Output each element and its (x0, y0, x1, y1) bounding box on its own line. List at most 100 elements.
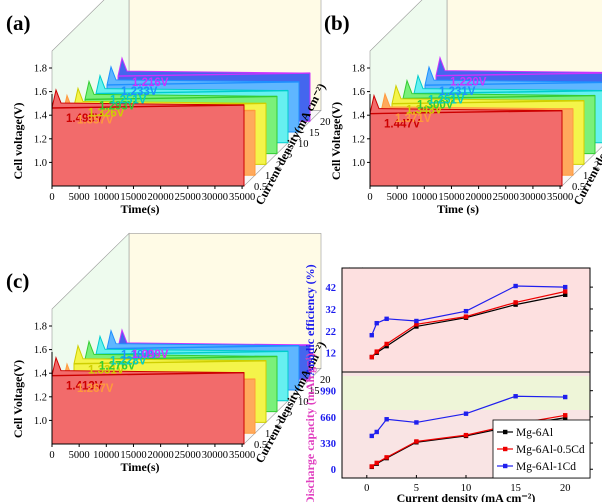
y-tick: 1.6 (34, 87, 47, 98)
voltage-label-20: 1.216V (132, 77, 169, 89)
voltage-line-5 (84, 95, 278, 101)
z-tick: 10 (298, 397, 309, 408)
x-axis-label: Time(s) (120, 202, 159, 216)
z-tick: 20 (320, 117, 331, 128)
voltage-label-0.5: 1.413V (66, 381, 103, 393)
efficiency-y-tick: 42 (326, 283, 337, 294)
efficiency-y-tick: 22 (326, 327, 337, 338)
capacity-point (563, 415, 568, 420)
z-tick: 20 (320, 375, 331, 386)
voltage-curve-0.5 (51, 88, 245, 187)
panel-label: (c) (6, 269, 29, 293)
capacity-point (414, 420, 419, 425)
panel-label: (a) (6, 11, 31, 35)
x-tick: 30000 (202, 192, 228, 203)
x-tick: 20000 (147, 192, 173, 203)
efficiency-point (414, 322, 419, 327)
efficiency-point (384, 316, 389, 322)
efficiency-point (513, 283, 518, 289)
capacity-axis-label: Discharge capacity (mAh g⁻¹) (303, 353, 317, 502)
y-tick: 1.4 (34, 369, 48, 380)
capacity-point (463, 411, 469, 416)
voltage-label-20: 1.099V (132, 349, 169, 361)
voltage-line-15 (424, 81, 602, 86)
voltage-line-0.5 (369, 109, 563, 115)
efficiency-point (463, 314, 469, 319)
z-tick: 15 (309, 128, 320, 139)
voltage-label-20: 1.220V (450, 77, 487, 89)
voltage-line-15 (106, 344, 300, 350)
voltage-label-10: 1.228V (110, 355, 147, 367)
y-tick: 1.2 (34, 134, 47, 145)
voltage-label-0.5: 1.447V (384, 119, 421, 131)
voltage-line-5 (402, 94, 596, 100)
y-tick: 1.0 (34, 416, 47, 427)
capacity-point (384, 417, 389, 422)
x-tick: 15000 (120, 450, 146, 461)
voltage-label-0.5: 1.495V (66, 113, 103, 125)
x-axis-label: Time (s) (437, 202, 479, 216)
x-tick: 5000 (69, 192, 90, 203)
x-tick: 25000 (175, 192, 201, 203)
capacity-point (374, 460, 379, 466)
voltage-label-1: 1.371V (395, 113, 432, 125)
efficiency-axis-label: Anodic efficiency (%) (303, 264, 317, 375)
capacity-point (369, 464, 374, 469)
y-tick: 1.4 (352, 111, 366, 122)
y-tick: 1.0 (352, 158, 365, 169)
voltage-line-10 (95, 350, 289, 355)
voltage-line-15 (106, 81, 300, 86)
legend-marker (503, 446, 508, 452)
capacity-point (374, 429, 379, 435)
legend-marker (503, 429, 508, 435)
z-tick: 10 (298, 139, 309, 150)
voltage-label-1: 1.357V (77, 114, 114, 126)
y-axis-label: Cell voltage(V) (11, 103, 25, 180)
z-tick: 0.5 (254, 440, 267, 451)
voltage-label-1: 1.267V (77, 383, 114, 395)
x-tick: 15 (510, 483, 521, 494)
y-tick: 1.2 (352, 134, 365, 145)
voltage-label-15: 1.184V (121, 350, 158, 362)
x-tick: 30000 (520, 192, 546, 203)
capacity-y-tick: 660 (320, 413, 336, 424)
efficiency-point (384, 341, 389, 347)
efficiency-point (463, 308, 469, 314)
x-tick: 30000 (202, 450, 228, 461)
capacity-point (384, 455, 389, 460)
legend-marker (503, 463, 508, 469)
capacity-point (513, 394, 518, 399)
voltage-line-20 (117, 72, 311, 77)
waterfall-panel-a: 2015105210.51.495V1.357V1.326V1.293V1.25… (6, 0, 331, 216)
y-tick: 1.6 (352, 87, 365, 98)
voltage-line-20 (435, 72, 602, 77)
x-tick: 10000 (93, 192, 119, 203)
voltage-label-10: 1.251V (110, 95, 147, 107)
z-tick: 1 (265, 429, 270, 440)
z-tick: 5 (287, 408, 292, 419)
capacity-y-tick: 990 (320, 387, 336, 398)
voltage-line-2 (391, 100, 585, 105)
legend-entry: Mg-6Al-1Cd (516, 461, 576, 473)
y-tick: 1.6 (34, 345, 47, 356)
z-tick: 1 (583, 171, 588, 182)
bottom-band (342, 376, 590, 410)
voltage-label-15: 1.231V (439, 86, 476, 98)
voltage-line-0.5 (51, 371, 245, 377)
efficiency-point (563, 289, 568, 294)
efficiency-point (513, 300, 518, 305)
z-tick: 1 (265, 171, 270, 182)
capacity-point (463, 432, 469, 438)
x-axis-label: Time(s) (120, 460, 159, 474)
z-tick: 5 (287, 150, 292, 161)
capacity-point (563, 413, 568, 418)
x-tick: 5 (414, 483, 419, 494)
x-axis-label: Current density (mA cm⁻²) (397, 491, 536, 502)
voltage-label-2: 1.326V (88, 107, 125, 119)
x-tick: 15000 (120, 192, 146, 203)
y-tick: 1.8 (34, 64, 47, 75)
top-background (342, 268, 590, 372)
waterfall-panel-c: 2015105210.51.413V1.267V1.331V1.276V1.22… (6, 232, 331, 474)
